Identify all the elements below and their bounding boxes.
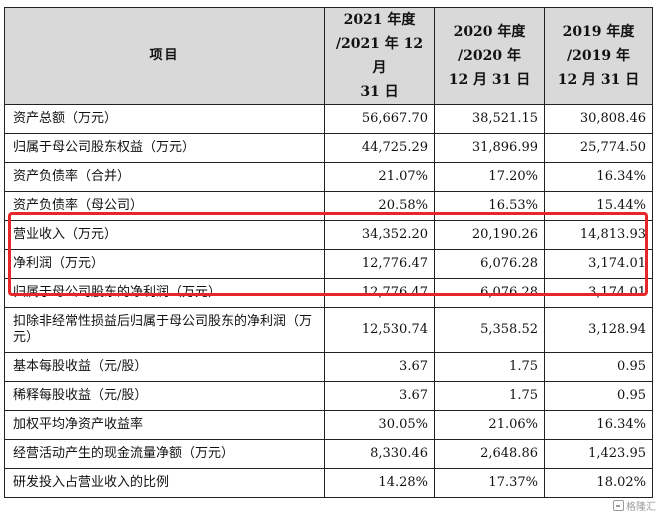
cell-2019: 30,808.46 [544,104,653,134]
header-2019-line1: 2019 年度 [562,24,635,40]
cell-2019: 1,423.95 [544,439,653,469]
cell-2020: 38,521.15 [434,104,545,134]
header-2020-line3: 12 月 31 日 [448,72,531,88]
row-label: 资产负债率（母公司） [4,191,325,221]
watermark-logo-icon [613,500,624,511]
watermark: 格隆汇 [613,498,656,513]
cell-2019: 0.95 [544,381,653,411]
row-label: 基本每股收益（元/股） [4,352,325,382]
row-label: 资产负债率（合并） [4,162,325,192]
cell-2020: 2,648.86 [434,439,545,469]
financial-indicators-table: 项目 2021 年度 /2021 年 12 月 31 日 2020 年度 /20… [4,7,653,498]
cell-2019: 3,174.01 [544,278,653,308]
cell-2021: 3.67 [324,352,435,382]
cell-2019: 25,774.50 [544,133,653,163]
cell-2020: 17.20% [434,162,545,192]
row-label: 稀释每股收益（元/股） [4,381,325,411]
cell-2020: 17.37% [434,468,545,498]
table-row: 基本每股收益（元/股） 3.67 1.75 0.95 [4,352,653,382]
row-label: 资产总额（万元） [4,104,325,134]
cell-2021: 21.07% [324,162,435,192]
header-2020: 2020 年度 /2020 年 12 月 31 日 [434,7,545,105]
cell-2021: 8,330.46 [324,439,435,469]
header-item: 项目 [4,7,325,105]
table-row: 稀释每股收益（元/股） 3.67 1.75 0.95 [4,381,653,411]
row-label: 加权平均净资产收益率 [4,410,325,440]
cell-2021: 12,776.47 [324,278,435,308]
cell-2020: 5,358.52 [434,307,545,353]
table-row: 扣除非经常性损益后归属于母公司股东的净利润（万元） 12,530.74 5,35… [4,307,653,353]
cell-2020: 1.75 [434,381,545,411]
header-2021-line2: /2021 年 12 月 [335,36,424,76]
cell-2020: 31,896.99 [434,133,545,163]
cell-2020: 16.53% [434,191,545,221]
table-row: 归属于母公司股东权益（万元） 44,725.29 31,896.99 25,77… [4,133,653,163]
table-row: 资产总额（万元） 56,667.70 38,521.15 30,808.46 [4,104,653,134]
row-label: 净利润（万元） [4,249,325,279]
header-2021: 2021 年度 /2021 年 12 月 31 日 [324,7,435,105]
cell-2019: 14,813.93 [544,220,653,250]
cell-2021: 30.05% [324,410,435,440]
row-label: 研发投入占营业收入的比例 [4,468,325,498]
header-2019: 2019 年度 /2019 年 12 月 31 日 [544,7,653,105]
cell-2019: 3,128.94 [544,307,653,353]
cell-2019: 16.34% [544,162,653,192]
row-label: 营业收入（万元） [4,220,325,250]
table-row: 加权平均净资产收益率 30.05% 21.06% 16.34% [4,410,653,440]
header-2019-line2: /2019 年 [567,48,630,64]
table-row: 经营活动产生的现金流量净额（万元） 8,330.46 2,648.86 1,42… [4,439,653,469]
row-label: 经营活动产生的现金流量净额（万元） [4,439,325,469]
row-label: 归属于母公司股东的净利润（万元） [4,278,325,308]
header-2021-line1: 2021 年度 [343,12,416,28]
cell-2020: 21.06% [434,410,545,440]
cell-2021: 12,776.47 [324,249,435,279]
cell-2019: 18.02% [544,468,653,498]
cell-2021: 34,352.20 [324,220,435,250]
header-2019-line3: 12 月 31 日 [557,72,640,88]
header-2020-line2: /2020 年 [458,48,521,64]
cell-2021: 14.28% [324,468,435,498]
cell-2019: 3,174.01 [544,249,653,279]
table-row-highlighted: 营业收入（万元） 34,352.20 20,190.26 14,813.93 [4,220,653,250]
cell-2021: 3.67 [324,381,435,411]
cell-2020: 6,076.28 [434,278,545,308]
cell-2019: 15.44% [544,191,653,221]
table-row: 研发投入占营业收入的比例 14.28% 17.37% 18.02% [4,468,653,498]
cell-2021: 44,725.29 [324,133,435,163]
header-2020-line1: 2020 年度 [453,24,526,40]
table-row: 资产负债率（合并） 21.07% 17.20% 16.34% [4,162,653,192]
row-label: 扣除非经常性损益后归属于母公司股东的净利润（万元） [4,307,325,353]
cell-2020: 20,190.26 [434,220,545,250]
cell-2020: 6,076.28 [434,249,545,279]
cell-2021: 12,530.74 [324,307,435,353]
table-row-highlighted: 净利润（万元） 12,776.47 6,076.28 3,174.01 [4,249,653,279]
table-row-highlighted: 归属于母公司股东的净利润（万元） 12,776.47 6,076.28 3,17… [4,278,653,308]
cell-2021: 56,667.70 [324,104,435,134]
financial-table-wrapper: 项目 2021 年度 /2021 年 12 月 31 日 2020 年度 /20… [4,7,653,498]
cell-2020: 1.75 [434,352,545,382]
watermark-text: 格隆汇 [626,502,656,513]
cell-2021: 20.58% [324,191,435,221]
table-row: 资产负债率（母公司） 20.58% 16.53% 15.44% [4,191,653,221]
cell-2019: 16.34% [544,410,653,440]
cell-2019: 0.95 [544,352,653,382]
row-label: 归属于母公司股东权益（万元） [4,133,325,163]
table-header-row: 项目 2021 年度 /2021 年 12 月 31 日 2020 年度 /20… [4,7,653,105]
header-2021-line3: 31 日 [360,84,399,100]
